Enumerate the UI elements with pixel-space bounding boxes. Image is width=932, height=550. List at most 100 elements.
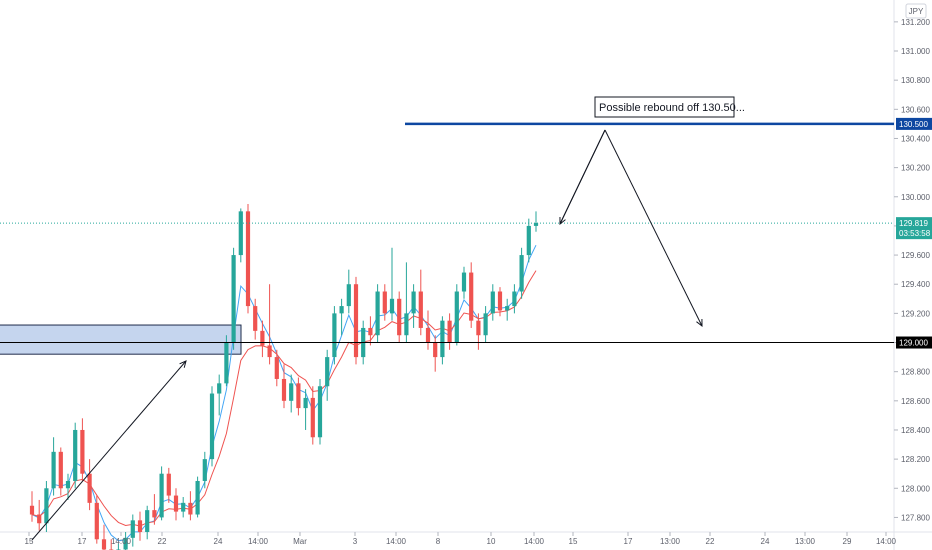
path-arrow-head-left-shaft — [559, 129, 606, 225]
y-tick-label: 128.800 — [901, 368, 930, 377]
time-axis[interactable]: 15 17 14:00 22 24 14:00 Mar 3 14:00 8 10 14:00 15 17 1… — [25, 532, 897, 546]
x-tick-label: 14:00 — [524, 537, 545, 546]
candle-body — [44, 488, 49, 524]
price-axis[interactable]: 127.800 128.000 128.200 128.400 128.600 128.8… — [894, 18, 930, 523]
candle-body — [94, 502, 99, 540]
note-callout[interactable]: Possible rebound off 130.50... — [594, 96, 745, 118]
candle-body — [332, 313, 337, 358]
candle-body — [267, 345, 272, 358]
candle-body — [533, 223, 539, 226]
levels[interactable] — [0, 122, 894, 344]
candle-body — [519, 255, 524, 292]
y-tick-label: 130.600 — [901, 105, 930, 114]
y-tick-label: 130.200 — [901, 164, 930, 173]
candle-body — [310, 397, 315, 438]
candles — [29, 204, 539, 550]
candle-body — [339, 306, 344, 314]
demand-zone — [0, 324, 242, 355]
candle-body — [137, 520, 143, 532]
candle-body — [461, 272, 467, 292]
y-tick-label: 129.200 — [901, 309, 930, 318]
x-tick-label: 13:00 — [795, 537, 816, 546]
candle-body — [123, 537, 128, 550]
trend-arrow — [31, 360, 187, 541]
candle-body — [245, 211, 251, 307]
candle-body — [274, 357, 279, 379]
x-tick-label: 24 — [214, 537, 223, 546]
candle-body — [159, 473, 164, 518]
candle-body — [65, 480, 71, 489]
candle-body — [58, 451, 63, 489]
candle-body — [145, 510, 150, 532]
candle-body — [375, 291, 380, 336]
y-tick-label: 130.400 — [901, 134, 930, 143]
candle-body — [51, 451, 56, 489]
x-tick-label: 15 — [569, 537, 578, 546]
y-tick-label: 130.800 — [901, 76, 930, 85]
trend-arrow-head — [179, 360, 187, 368]
candle-body — [418, 291, 423, 328]
candle-body — [382, 291, 387, 314]
candle-body — [29, 505, 35, 515]
candle-body — [173, 495, 179, 512]
candle-body — [317, 386, 323, 438]
candle-body — [152, 510, 157, 518]
candle-body — [447, 320, 452, 343]
candle-body — [353, 284, 359, 358]
countdown-text: 03:53:58 — [899, 229, 931, 238]
candle-body — [253, 306, 258, 331]
candle-body — [397, 298, 402, 336]
candle-body — [73, 429, 78, 481]
candle-body — [238, 211, 243, 256]
candle-body — [231, 255, 236, 343]
path-arrow-head-left-head — [559, 216, 566, 226]
y-tick-label: 129.600 — [901, 251, 930, 260]
x-tick-label: 24 — [761, 537, 770, 546]
note-text: Possible rebound off 130.50... — [599, 102, 745, 114]
candle-body — [490, 291, 495, 314]
candle-body — [281, 378, 287, 401]
x-tick-label: 14:00 — [386, 537, 407, 546]
resistance-badge-text: 130.500 — [899, 120, 928, 129]
candle-body — [325, 357, 330, 387]
last-price-text: 129.819 — [899, 219, 928, 228]
x-tick-label: 17 — [624, 537, 633, 546]
x-tick-label: 22 — [706, 537, 715, 546]
x-tick-label: 14:00 — [111, 537, 132, 546]
candle-body — [476, 320, 481, 336]
candle-body — [454, 291, 459, 343]
x-tick-label: 10 — [487, 537, 496, 546]
currency-badge[interactable] — [905, 3, 927, 19]
candle-body — [195, 480, 200, 515]
candle-body — [303, 397, 308, 409]
candle-body — [512, 291, 517, 307]
candle-body — [87, 473, 92, 503]
candle-body — [389, 298, 395, 314]
candle-body — [469, 272, 474, 321]
candle-body — [202, 459, 207, 481]
x-tick-label: 14:00 — [876, 537, 897, 546]
y-tick-label: 128.600 — [901, 397, 930, 406]
trend-arrow-shaft — [31, 360, 187, 541]
candle-body — [166, 473, 171, 496]
y-tick-label: 131.000 — [901, 47, 930, 56]
y-tick-label: 128.200 — [901, 455, 930, 464]
candle-body — [80, 429, 85, 474]
candle-body — [101, 539, 107, 550]
candle-body — [37, 514, 42, 524]
drawings[interactable] — [31, 129, 703, 541]
candle-body — [209, 393, 215, 460]
candle-body — [483, 313, 488, 336]
candle-body — [411, 291, 416, 314]
candle-body — [181, 502, 186, 512]
note-box — [594, 96, 735, 118]
x-tick-label: 29 — [843, 537, 852, 546]
candle-body — [404, 313, 409, 336]
y-tick-label: 130.000 — [901, 193, 930, 202]
candle-body — [296, 383, 301, 409]
path-arrow-down — [604, 129, 703, 328]
support-badge-text: 129.000 — [899, 339, 928, 348]
